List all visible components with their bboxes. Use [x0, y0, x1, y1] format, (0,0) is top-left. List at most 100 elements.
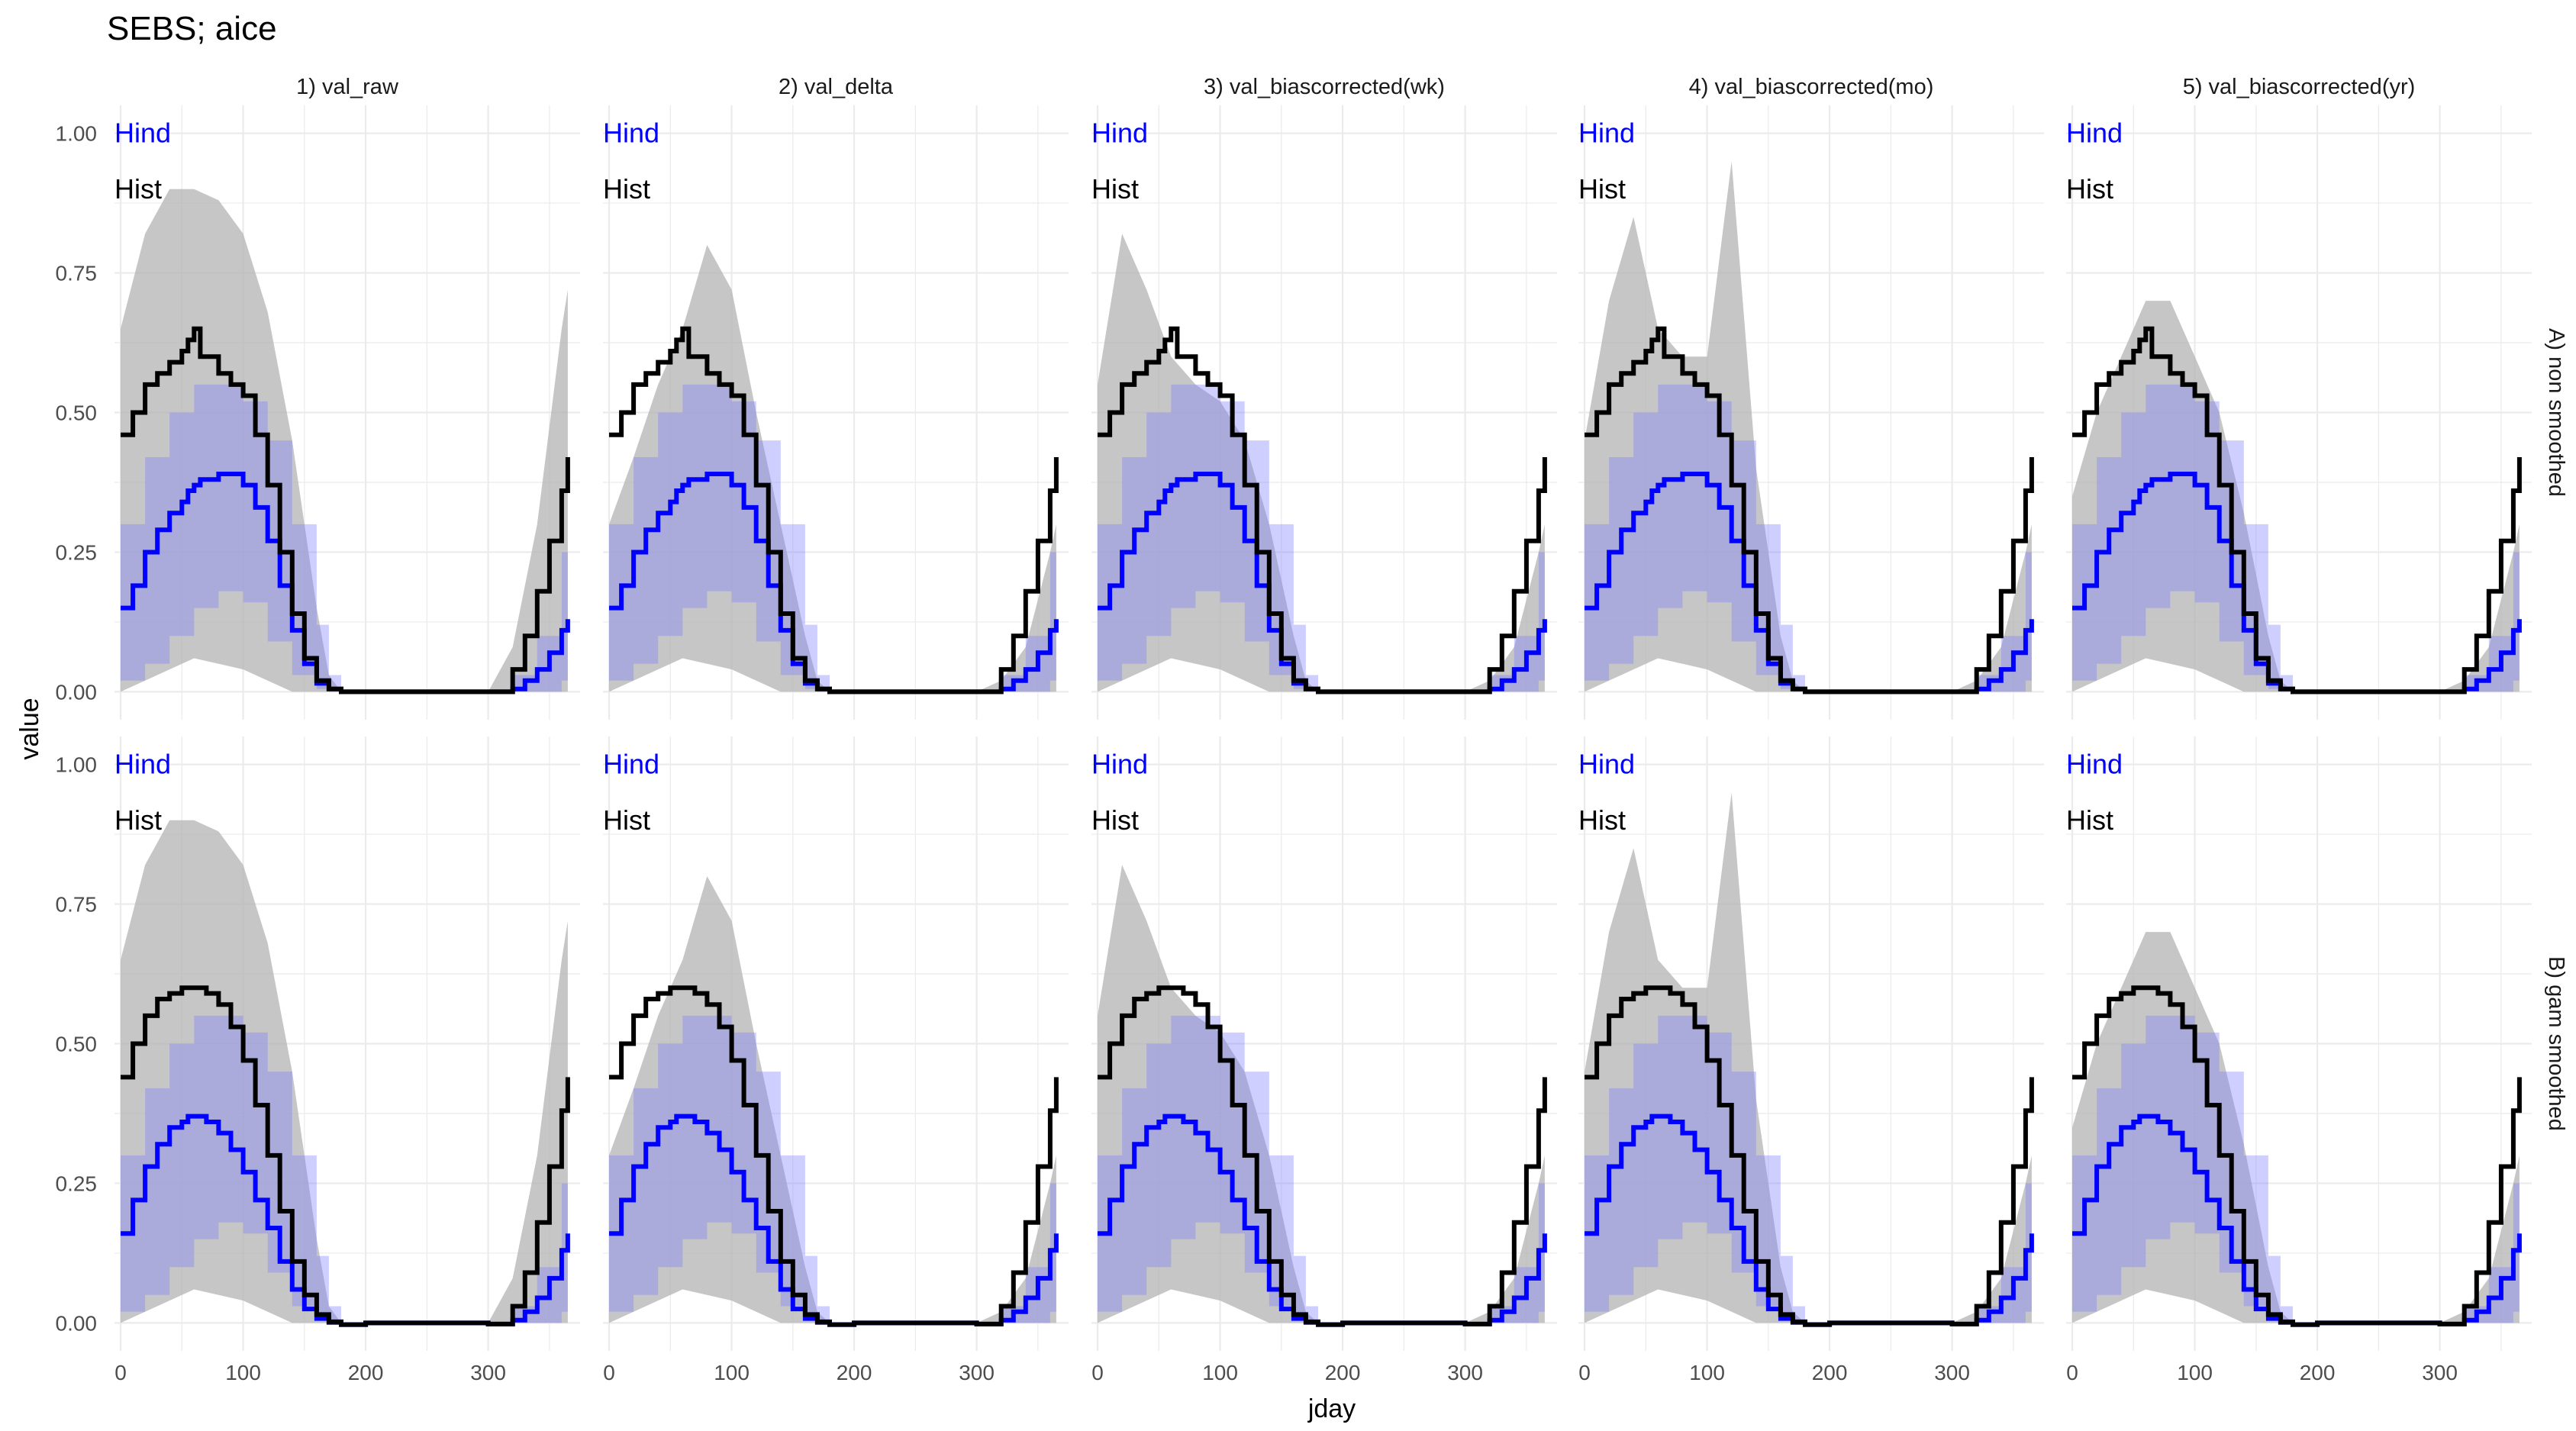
hind-series-line [1098, 1114, 1547, 1327]
facet-panel: Hind Hist [603, 105, 1069, 720]
facet-panel: Hind Hist [603, 736, 1069, 1351]
annotation-hist: Hist [1091, 804, 1139, 836]
hind-band [609, 1015, 1056, 1323]
x-tick-label: 300 [470, 1361, 506, 1384]
row-strip-label: A) non smoothed [2544, 328, 2568, 497]
projection-envelope [2072, 932, 2520, 1323]
annotation-hind: Hind [114, 749, 171, 780]
column-strip-label: 5) val_biascorrected(yr) [2183, 75, 2416, 99]
column-strip-label: 1) val_raw [296, 75, 399, 99]
hind-series-line [1585, 1114, 2034, 1327]
hist-series-line [1585, 985, 2034, 1327]
projection-envelope [1585, 792, 2032, 1323]
annotation-hind: Hind [1578, 749, 1635, 780]
hist-series-line [609, 326, 1059, 695]
annotation-hist: Hist [1091, 173, 1139, 205]
y-tick-label: 0.50 [56, 1033, 98, 1056]
facet-panels: A) non smoothed 0.00 0.25 0.50 0.75 1.00 Hind H… [56, 75, 2569, 1384]
x-axis-title: jday [1307, 1394, 1356, 1423]
facet-panel: Hind Hist [1578, 736, 2044, 1351]
x-tick-label: 0 [114, 1361, 127, 1384]
annotation-hind: Hind [114, 118, 171, 149]
projection-envelope [1098, 234, 1545, 692]
projection-envelope [121, 820, 568, 1323]
hind-band [121, 384, 568, 692]
hind-band [2072, 1015, 2520, 1323]
projection-envelope [121, 189, 568, 692]
annotation-hind: Hind [2066, 749, 2123, 780]
hind-series-line [2072, 472, 2522, 695]
hist-series-line [121, 985, 570, 1327]
x-tick-label: 300 [2422, 1361, 2458, 1384]
hind-band [2072, 384, 2520, 692]
y-tick-label: 0.25 [56, 540, 98, 564]
x-tick-label: 100 [225, 1361, 261, 1384]
column-strip-label: 4) val_biascorrected(mo) [1689, 75, 1934, 99]
projection-envelope [1098, 865, 1545, 1323]
facet-panel: Hind Hist [1091, 736, 1557, 1351]
hind-band [1098, 384, 1545, 692]
hist-series-line [1585, 326, 2034, 695]
x-tick-label: 100 [714, 1361, 750, 1384]
hind-band [1585, 1015, 2032, 1323]
facet-panel: Hind Hist [114, 736, 580, 1351]
x-tick-label: 200 [1812, 1361, 1848, 1384]
annotation-hist: Hist [1578, 173, 1626, 205]
x-tick-label: 100 [2177, 1361, 2213, 1384]
annotation-hind: Hind [603, 749, 659, 780]
y-tick-label: 0.75 [56, 262, 98, 285]
annotation-hist: Hist [114, 804, 162, 836]
x-tick-label: 300 [959, 1361, 995, 1384]
hind-series-line [609, 1114, 1059, 1327]
x-tick-label: 200 [2300, 1361, 2336, 1384]
hist-series-line [609, 985, 1059, 1327]
annotation-hist: Hist [2066, 173, 2113, 205]
x-tick-label: 300 [1447, 1361, 1483, 1384]
x-tick-label: 0 [1091, 1361, 1104, 1384]
annotation-hind: Hind [2066, 118, 2123, 149]
hind-series-line [121, 1114, 570, 1327]
projection-envelope [2072, 301, 2520, 692]
column-strip-label: 3) val_biascorrected(wk) [1204, 75, 1445, 99]
y-tick-label: 1.00 [56, 753, 98, 777]
y-tick-label: 1.00 [56, 122, 98, 146]
column-strip-label: 2) val_delta [779, 75, 894, 99]
hist-series-line [2072, 326, 2522, 695]
x-tick-label: 200 [1325, 1361, 1361, 1384]
y-tick-label: 0.00 [56, 680, 98, 704]
annotation-hind: Hind [603, 118, 659, 149]
hind-band [609, 384, 1056, 692]
x-tick-label: 300 [1934, 1361, 1970, 1384]
y-tick-label: 0.00 [56, 1311, 98, 1335]
x-tick-label: 0 [1578, 1361, 1591, 1384]
y-tick-label: 0.25 [56, 1172, 98, 1195]
annotation-hist: Hist [1578, 804, 1626, 836]
facet-panel: Hind Hist [114, 105, 580, 720]
annotation-hist: Hist [2066, 804, 2113, 836]
facet-panel: Hind Hist [2066, 105, 2532, 720]
x-tick-label: 200 [837, 1361, 872, 1384]
hind-band [1098, 1015, 1545, 1323]
chart-title: SEBS; aice [107, 10, 277, 47]
projection-envelope [1585, 161, 2032, 692]
annotation-hist: Hist [603, 173, 650, 205]
hist-series-line [1098, 985, 1547, 1327]
hind-series-line [1098, 472, 1547, 695]
annotation-hind: Hind [1091, 749, 1148, 780]
x-tick-label: 200 [348, 1361, 384, 1384]
hist-series-line [121, 326, 570, 695]
hind-band [121, 1015, 568, 1323]
projection-envelope [609, 876, 1056, 1323]
projection-envelope [609, 245, 1056, 692]
x-tick-label: 100 [1689, 1361, 1725, 1384]
x-tick-label: 100 [1202, 1361, 1238, 1384]
facet-panel: Hind Hist [2066, 736, 2532, 1351]
hist-series-line [1098, 326, 1547, 695]
row-strip-label: B) gam smoothed [2544, 956, 2568, 1131]
x-tick-label: 0 [603, 1361, 615, 1384]
hist-series-line [2072, 985, 2522, 1327]
annotation-hist: Hist [114, 173, 162, 205]
annotation-hind: Hind [1578, 118, 1635, 149]
facet-panel: Hind Hist [1578, 105, 2044, 720]
